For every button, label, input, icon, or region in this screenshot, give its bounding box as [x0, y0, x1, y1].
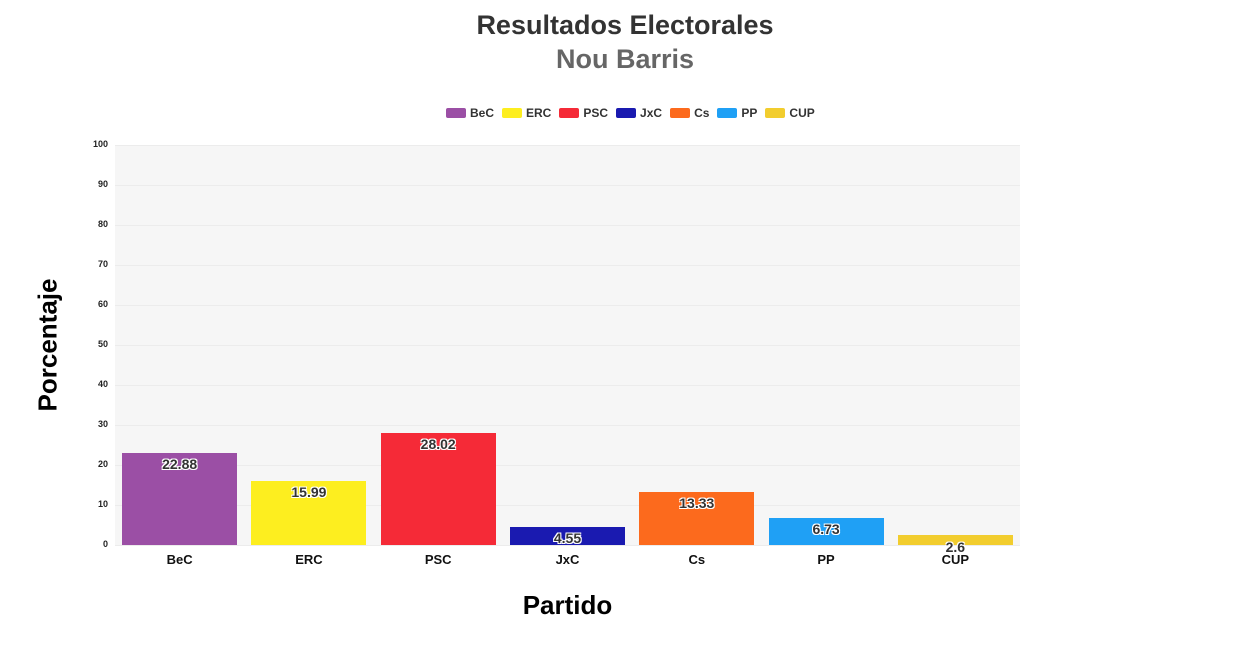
legend-swatch: [765, 108, 786, 118]
bar-value-label: 22.88: [162, 456, 198, 473]
bar-cs[interactable]: 13.33: [639, 491, 755, 545]
gridline: [115, 305, 1020, 306]
y-tick-label: 0: [102, 539, 108, 549]
gridline: [115, 185, 1020, 186]
bar-pp[interactable]: 6.73: [768, 518, 884, 545]
y-tick-label: 70: [97, 259, 108, 269]
chart-subtitle: Nou Barris: [555, 44, 695, 74]
legend-swatch: [559, 108, 580, 118]
legend-label: JxC: [640, 106, 663, 120]
y-tick-label: 40: [97, 379, 108, 389]
legend-item[interactable]: BeC: [446, 106, 494, 120]
legend-item[interactable]: PP: [717, 106, 757, 120]
gridline: [115, 465, 1020, 466]
gridline: [115, 265, 1020, 266]
legend-label: ERC: [526, 106, 552, 120]
legend-item[interactable]: CUP: [765, 106, 815, 120]
bar-value-label: 28.02: [420, 435, 456, 452]
legend-item[interactable]: ERC: [502, 106, 551, 120]
gridline: [115, 225, 1020, 226]
legend: BeC ERC PSC JxC Cs PP CUP: [446, 106, 823, 120]
legend-label: PSC: [583, 106, 609, 120]
plot-area: 22.88 15.99 28.02 4.55 13.33 6.73 2.6: [115, 145, 1020, 555]
bar-value-label: 6.73: [812, 521, 840, 538]
legend-label: PP: [741, 106, 758, 120]
legend-swatch: [717, 108, 738, 118]
gridline: [115, 505, 1020, 506]
gridline: [115, 345, 1020, 346]
y-tick-label: 90: [97, 179, 108, 189]
legend-item[interactable]: PSC: [559, 106, 608, 120]
bar-value-label: 2.6: [945, 539, 966, 555]
legend-swatch: [502, 108, 523, 118]
gridline: [115, 145, 1020, 146]
x-axis-label: Partido: [522, 590, 613, 620]
bar-cup[interactable]: 2.6: [897, 534, 1013, 555]
bar-erc[interactable]: 15.99: [251, 481, 367, 545]
bar-value-label: 13.33: [679, 494, 715, 511]
x-tick-label: BeC: [166, 552, 193, 567]
gridline: [115, 385, 1020, 386]
x-tick-label: ERC: [295, 552, 323, 567]
y-tick-label: 80: [97, 219, 108, 229]
y-tick-label: 100: [92, 139, 108, 149]
y-tick-label: 10: [97, 499, 108, 509]
y-tick-label: 50: [97, 339, 108, 349]
bar-value-label: 15.99: [291, 484, 327, 501]
x-tick-label: Cs: [688, 552, 706, 567]
y-tick-label: 60: [97, 299, 108, 309]
legend-label: Cs: [694, 106, 710, 120]
y-axis-label: Porcentaje: [32, 278, 63, 412]
x-tick-label: PSC: [424, 552, 452, 567]
gridline: [115, 545, 1020, 546]
bar-jxc[interactable]: 4.55: [510, 526, 625, 546]
gridline: [115, 425, 1020, 426]
y-tick-label: 30: [97, 419, 108, 429]
x-tick-label: PP: [817, 552, 835, 567]
legend-swatch: [616, 108, 637, 118]
bar-value-label: 4.55: [553, 529, 582, 546]
legend-item[interactable]: JxC: [616, 106, 662, 120]
legend-item[interactable]: Cs: [670, 106, 709, 120]
x-tick-label: JxC: [555, 552, 580, 567]
legend-swatch: [670, 108, 691, 118]
chart-title: Resultados Electorales: [476, 10, 774, 40]
legend-label: CUP: [789, 106, 815, 120]
bar-psc[interactable]: 28.02: [380, 432, 496, 545]
legend-swatch: [446, 108, 466, 118]
y-tick-label: 20: [97, 459, 108, 469]
bar-bec[interactable]: 22.88: [122, 453, 238, 545]
x-tick-label: CUP: [941, 552, 970, 567]
legend-label: BeC: [470, 106, 495, 120]
